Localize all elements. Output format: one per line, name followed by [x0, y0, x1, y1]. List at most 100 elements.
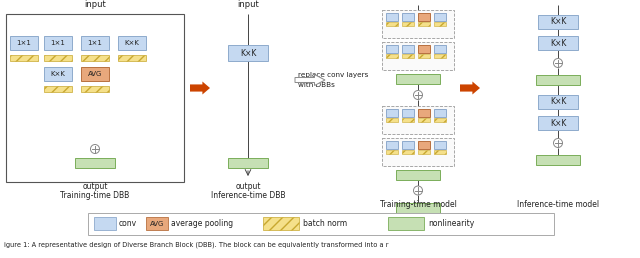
Text: replace conv layers: replace conv layers: [298, 72, 369, 78]
Text: K×K: K×K: [550, 118, 566, 127]
Text: 1×1: 1×1: [88, 40, 102, 46]
Text: Training-time model: Training-time model: [380, 200, 456, 209]
FancyArrow shape: [190, 82, 210, 94]
Bar: [402, 22, 414, 26]
Bar: [402, 117, 414, 122]
Bar: [538, 15, 578, 29]
Bar: [386, 109, 398, 117]
Bar: [228, 45, 268, 61]
Bar: [44, 67, 72, 81]
Bar: [536, 155, 580, 165]
Bar: [538, 36, 578, 50]
Bar: [402, 149, 414, 154]
Text: output: output: [236, 182, 260, 191]
Text: nonlinearity: nonlinearity: [428, 219, 474, 228]
FancyArrow shape: [295, 75, 325, 85]
Bar: [386, 117, 398, 122]
Circle shape: [413, 186, 422, 195]
Text: Training-time DBB: Training-time DBB: [60, 191, 130, 200]
Bar: [434, 54, 446, 58]
Text: batch norm: batch norm: [303, 219, 347, 228]
Text: 1×1: 1×1: [17, 40, 31, 46]
Bar: [418, 13, 430, 21]
Text: Inference-time DBB: Inference-time DBB: [211, 191, 285, 200]
Circle shape: [554, 59, 563, 68]
Text: K×K: K×K: [550, 98, 566, 107]
Bar: [382, 138, 454, 165]
Text: K×K: K×K: [240, 49, 256, 58]
Bar: [402, 54, 414, 58]
Text: input: input: [84, 0, 106, 9]
Bar: [418, 22, 430, 26]
Bar: [75, 158, 115, 168]
Text: K×K: K×K: [550, 38, 566, 47]
Bar: [10, 55, 38, 61]
Text: output: output: [83, 182, 108, 191]
Bar: [81, 67, 109, 81]
Bar: [386, 22, 398, 26]
Bar: [386, 149, 398, 154]
Bar: [386, 54, 398, 58]
Bar: [418, 45, 430, 53]
Bar: [228, 158, 268, 168]
Bar: [402, 109, 414, 117]
Bar: [434, 149, 446, 154]
Bar: [6, 14, 184, 182]
Text: input: input: [237, 0, 259, 9]
Text: conv: conv: [119, 219, 137, 228]
Bar: [81, 55, 109, 61]
Bar: [263, 217, 299, 230]
Bar: [418, 149, 430, 154]
Bar: [81, 86, 109, 92]
Text: K×K: K×K: [51, 71, 65, 77]
Bar: [88, 213, 554, 235]
Text: K×K: K×K: [550, 18, 566, 27]
Bar: [386, 45, 398, 53]
Bar: [396, 74, 440, 84]
Bar: [418, 109, 430, 117]
Bar: [434, 45, 446, 53]
Bar: [382, 10, 454, 38]
Bar: [44, 55, 72, 61]
Bar: [146, 217, 168, 230]
Bar: [10, 36, 38, 50]
Bar: [402, 141, 414, 149]
Text: AVG: AVG: [150, 221, 164, 227]
Bar: [434, 22, 446, 26]
Text: with DBBs: with DBBs: [298, 82, 335, 88]
Bar: [386, 141, 398, 149]
Bar: [118, 55, 146, 61]
Bar: [538, 95, 578, 109]
Bar: [418, 54, 430, 58]
Bar: [418, 141, 430, 149]
Circle shape: [90, 144, 99, 154]
FancyArrow shape: [460, 82, 480, 94]
Bar: [382, 42, 454, 70]
Bar: [396, 203, 440, 213]
Bar: [386, 13, 398, 21]
Bar: [538, 116, 578, 130]
Text: 1×1: 1×1: [51, 40, 65, 46]
Text: igure 1: A representative design of Diverse Branch Block (DBB). The block can be: igure 1: A representative design of Dive…: [4, 242, 388, 248]
Bar: [434, 141, 446, 149]
Bar: [402, 13, 414, 21]
Bar: [418, 117, 430, 122]
Bar: [434, 13, 446, 21]
Text: Inference-time model: Inference-time model: [517, 200, 599, 209]
Bar: [118, 36, 146, 50]
Bar: [382, 106, 454, 133]
Bar: [536, 75, 580, 85]
Bar: [434, 117, 446, 122]
Text: K×K: K×K: [125, 40, 140, 46]
Bar: [434, 109, 446, 117]
Text: AVG: AVG: [88, 71, 102, 77]
Circle shape: [413, 91, 422, 100]
Bar: [44, 86, 72, 92]
Bar: [44, 36, 72, 50]
Bar: [94, 217, 116, 230]
Bar: [81, 36, 109, 50]
Bar: [402, 45, 414, 53]
Text: average pooling: average pooling: [171, 219, 233, 228]
Circle shape: [554, 139, 563, 148]
Bar: [388, 217, 424, 230]
